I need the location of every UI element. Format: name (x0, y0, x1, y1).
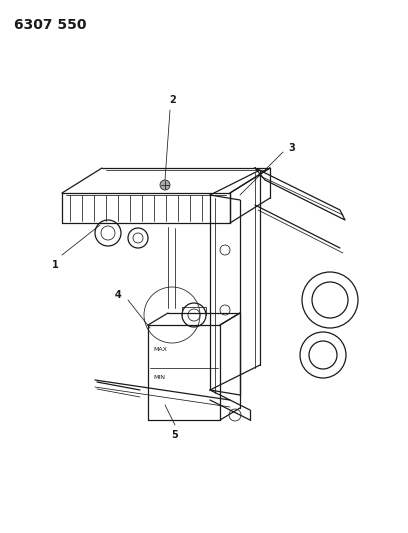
Text: 4: 4 (115, 290, 121, 300)
Text: 5: 5 (172, 430, 178, 440)
Text: MIN: MIN (153, 375, 165, 380)
Text: 1: 1 (52, 260, 58, 270)
Text: MAX: MAX (153, 347, 167, 352)
Circle shape (160, 180, 170, 190)
Text: 6307 550: 6307 550 (14, 18, 86, 32)
Text: 2: 2 (170, 95, 176, 105)
Text: 3: 3 (288, 143, 295, 153)
